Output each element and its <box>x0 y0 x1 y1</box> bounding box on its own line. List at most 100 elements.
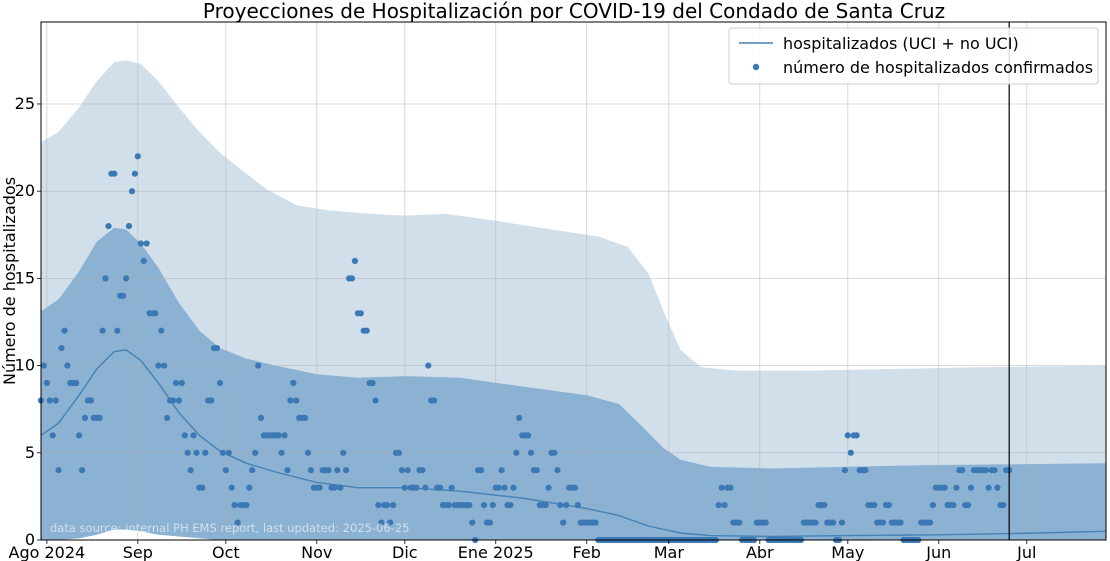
confirmed-point <box>87 397 94 404</box>
confirmed-point <box>885 502 893 509</box>
confirmed-point <box>228 484 235 491</box>
confirmed-point <box>554 467 561 474</box>
confirmed-point <box>131 170 138 177</box>
confirmed-point <box>284 467 291 474</box>
confirmed-point <box>128 188 136 195</box>
confirmed-point <box>348 275 356 282</box>
legend-line-label: hospitalizados (UCI + no UCI) <box>783 34 1019 53</box>
x-tick-label: Ene 2025 <box>458 543 534 561</box>
confirmed-point <box>985 484 992 491</box>
confirmed-point <box>830 519 837 526</box>
confirmed-point <box>563 502 570 509</box>
confirmed-point <box>378 519 385 526</box>
confirmed-point <box>994 484 1001 491</box>
confirmed-point <box>219 449 226 456</box>
x-tick-label: Ago 2024 <box>9 543 86 561</box>
confirmed-point <box>301 414 309 421</box>
confirmed-point <box>199 484 206 491</box>
confirmed-point <box>401 484 408 491</box>
confirmed-point <box>152 310 159 317</box>
confirmed-point <box>134 153 141 160</box>
confirmed-point <box>81 414 89 421</box>
confirmed-point <box>105 223 112 230</box>
confirmed-point <box>422 484 429 491</box>
confirmed-point <box>489 502 496 509</box>
confirmed-point <box>49 432 56 439</box>
confirmed-point <box>448 484 455 491</box>
confirmed-point <box>844 432 851 439</box>
confirmed-point <box>137 240 144 247</box>
confirmed-point <box>982 467 989 474</box>
confirmed-point <box>1000 502 1007 509</box>
y-tick-label: 25 <box>15 94 35 113</box>
confirmed-point <box>821 502 828 509</box>
confirmed-point <box>838 519 846 526</box>
confirmed-point <box>480 502 488 509</box>
x-tick-label: Nov <box>301 543 332 561</box>
confirmed-point <box>545 484 552 491</box>
confirmed-point <box>351 257 358 264</box>
confirmed-point <box>334 467 341 474</box>
confirmed-point <box>574 502 582 509</box>
confirmed-point <box>99 327 106 334</box>
legend-box <box>728 27 1099 85</box>
confirmed-point <box>560 519 567 526</box>
confirmed-point <box>715 502 722 509</box>
confirmed-point <box>243 502 250 509</box>
confirmed-point <box>879 519 887 526</box>
plot-frame <box>40 21 1107 541</box>
confirmed-point <box>307 467 314 474</box>
confirmed-point <box>524 432 532 439</box>
plot-area: data source: internal PH EMS report, las… <box>37 21 1107 544</box>
confirmed-point <box>398 467 405 474</box>
x-tick-label: Jun <box>925 543 951 561</box>
confirmed-point <box>762 519 769 526</box>
confirmed-point <box>495 484 502 491</box>
confirmed-point <box>507 502 514 509</box>
confirmed-point <box>551 449 558 456</box>
confirmed-point <box>897 519 904 526</box>
confirmed-point <box>436 484 444 491</box>
confirmed-point <box>862 467 869 474</box>
confirmed-point <box>375 502 382 509</box>
confirmed-point <box>304 449 312 456</box>
confirmed-point <box>184 449 191 456</box>
confirmed-point <box>316 484 323 491</box>
y-tick-label: 10 <box>15 356 35 375</box>
projection-line <box>40 349 1107 538</box>
line-layer <box>40 349 1107 538</box>
confirmed-point <box>76 432 83 439</box>
confirmed-point <box>216 379 224 387</box>
confirmed-point <box>43 379 51 387</box>
confirmed-point <box>571 484 579 491</box>
legend: hospitalizados (UCI + no UCI) número de … <box>728 27 1099 85</box>
confirmed-point <box>290 379 297 387</box>
confirmed-point <box>413 484 420 491</box>
confirmed-point <box>164 414 171 421</box>
chart-title: Proyecciones de Hospitalización por COVI… <box>203 0 945 23</box>
confirmed-point <box>390 502 397 509</box>
confirmed-point <box>527 449 535 456</box>
confirmed-point <box>486 519 493 526</box>
confirmed-point <box>991 467 998 474</box>
confirmed-point <box>721 502 728 509</box>
confirmed-point <box>926 519 934 526</box>
confirmed-point <box>193 449 200 456</box>
confirmed-point <box>255 362 262 369</box>
confirmed-point <box>967 484 975 491</box>
confirmed-point <box>941 484 948 491</box>
confirmed-point <box>52 397 59 404</box>
confirmed-point <box>542 502 549 509</box>
confirmed-point <box>161 362 168 369</box>
confirmed-point <box>592 519 599 526</box>
confirmed-point <box>175 397 182 404</box>
confirmed-point <box>950 502 957 509</box>
confirmed-point <box>516 414 523 421</box>
x-tick-label: Abr <box>746 543 774 561</box>
confirmed-point <box>384 502 391 509</box>
confirmed-point <box>466 502 473 509</box>
confirmed-point <box>533 467 540 474</box>
confirmed-point <box>213 345 221 352</box>
confirmed-point <box>40 362 48 369</box>
